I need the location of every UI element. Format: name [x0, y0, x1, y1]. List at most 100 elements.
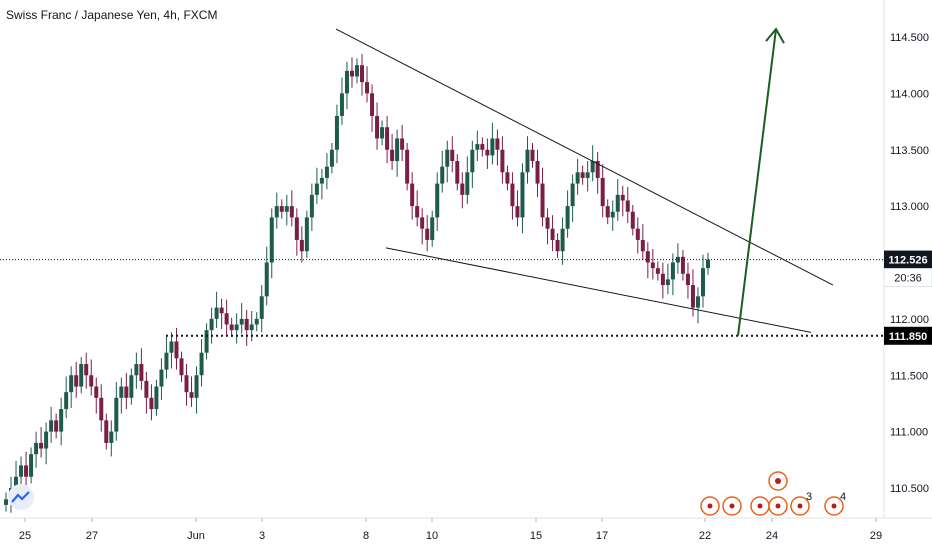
candle-body[interactable] — [475, 144, 480, 150]
candle-body[interactable] — [244, 318, 249, 331]
candle-body[interactable] — [460, 183, 465, 195]
candle-body[interactable] — [74, 375, 79, 387]
candle-body[interactable] — [249, 324, 254, 331]
candle-body[interactable] — [154, 386, 159, 410]
candle-body[interactable] — [184, 375, 189, 393]
candle-body[interactable] — [495, 138, 500, 150]
candle-body[interactable] — [4, 499, 8, 505]
candle-body[interactable] — [219, 307, 224, 314]
candle-body[interactable] — [309, 194, 314, 218]
candle-body[interactable] — [234, 324, 239, 331]
tradingview-logo-icon[interactable] — [8, 484, 34, 510]
candle-body[interactable] — [405, 149, 410, 184]
candle-body[interactable] — [164, 352, 169, 370]
candle-body[interactable] — [269, 217, 274, 263]
candle-body[interactable] — [344, 70, 349, 94]
candle-body[interactable] — [89, 375, 94, 387]
candle-body[interactable] — [64, 392, 69, 410]
candle-body[interactable] — [535, 161, 540, 184]
candle-body[interactable] — [149, 397, 154, 410]
candle-body[interactable] — [505, 172, 510, 184]
candle-body[interactable] — [44, 431, 49, 449]
candle-body[interactable] — [530, 149, 535, 162]
candle-body[interactable] — [605, 206, 610, 218]
candle-body[interactable] — [480, 144, 485, 150]
candle-body[interactable] — [510, 183, 515, 207]
candle-body[interactable] — [525, 149, 530, 173]
candle-body[interactable] — [189, 392, 194, 398]
candle-body[interactable] — [69, 375, 74, 393]
candle-body[interactable] — [29, 454, 34, 477]
candle-body[interactable] — [334, 115, 339, 150]
candle-body[interactable] — [390, 149, 395, 162]
projection-arrow-shaft[interactable] — [737, 28, 777, 336]
candle-body[interactable] — [635, 228, 640, 240]
candle-body[interactable] — [169, 341, 174, 353]
candle-body[interactable] — [214, 307, 219, 319]
candle-body[interactable] — [284, 206, 289, 212]
candle-body[interactable] — [299, 239, 304, 252]
candle-body[interactable] — [665, 279, 670, 286]
candle-body[interactable] — [565, 206, 570, 229]
candle-body[interactable] — [650, 262, 655, 269]
candle-body[interactable] — [640, 239, 645, 252]
candle-body[interactable] — [59, 409, 64, 432]
candle-body[interactable] — [259, 296, 264, 319]
candle-body[interactable] — [540, 183, 545, 218]
candle-body[interactable] — [254, 318, 259, 325]
candle-body[interactable] — [365, 82, 370, 94]
candle-body[interactable] — [229, 324, 234, 331]
candle-body[interactable] — [264, 262, 269, 297]
candle-body[interactable] — [440, 166, 445, 184]
candle-body[interactable] — [19, 465, 24, 477]
candle-body[interactable] — [34, 442, 39, 455]
candle-body[interactable] — [555, 239, 560, 252]
candle-body[interactable] — [79, 363, 84, 387]
candle-body[interactable] — [209, 318, 214, 331]
candle-body[interactable] — [435, 183, 440, 218]
candle-body[interactable] — [139, 363, 144, 381]
candle-body[interactable] — [109, 431, 114, 443]
candle-body[interactable] — [114, 397, 119, 432]
candle-body[interactable] — [119, 386, 124, 398]
candle-body[interactable] — [450, 149, 455, 162]
candle-body[interactable] — [660, 273, 665, 286]
candle-body[interactable] — [570, 183, 575, 207]
candle-body[interactable] — [104, 420, 109, 443]
candle-body[interactable] — [360, 65, 365, 83]
candle-body[interactable] — [179, 358, 184, 376]
candle-body[interactable] — [470, 149, 475, 173]
candle-body[interactable] — [545, 217, 550, 229]
candle-body[interactable] — [580, 172, 585, 178]
candle-body[interactable] — [84, 363, 89, 376]
candle-body[interactable] — [385, 127, 390, 150]
candle-body[interactable] — [94, 386, 99, 398]
candle-body[interactable] — [339, 93, 344, 116]
candle-body[interactable] — [39, 442, 44, 449]
candle-body[interactable] — [415, 206, 420, 218]
candle-body[interactable] — [199, 352, 204, 376]
candle-body[interactable] — [590, 161, 595, 173]
candle-body[interactable] — [129, 375, 134, 398]
candle-body[interactable] — [675, 256, 680, 263]
candle-body[interactable] — [520, 172, 525, 218]
candle-body[interactable] — [690, 285, 695, 308]
candle-body[interactable] — [355, 65, 359, 77]
candle-body[interactable] — [400, 138, 405, 150]
candle-body[interactable] — [304, 217, 309, 252]
candle-body[interactable] — [706, 259, 710, 269]
candle-body[interactable] — [24, 465, 29, 477]
candle-body[interactable] — [485, 149, 490, 156]
candle-body[interactable] — [560, 228, 565, 252]
candle-body[interactable] — [685, 273, 690, 286]
candle-body[interactable] — [700, 268, 705, 297]
candle-body[interactable] — [239, 318, 244, 325]
candle-body[interactable] — [610, 211, 615, 218]
candle-body[interactable] — [289, 206, 294, 218]
candle-body[interactable] — [134, 363, 139, 376]
candle-body[interactable] — [600, 177, 605, 207]
candle-body[interactable] — [395, 138, 400, 162]
candle-body[interactable] — [279, 206, 284, 212]
candle-body[interactable] — [670, 262, 675, 280]
